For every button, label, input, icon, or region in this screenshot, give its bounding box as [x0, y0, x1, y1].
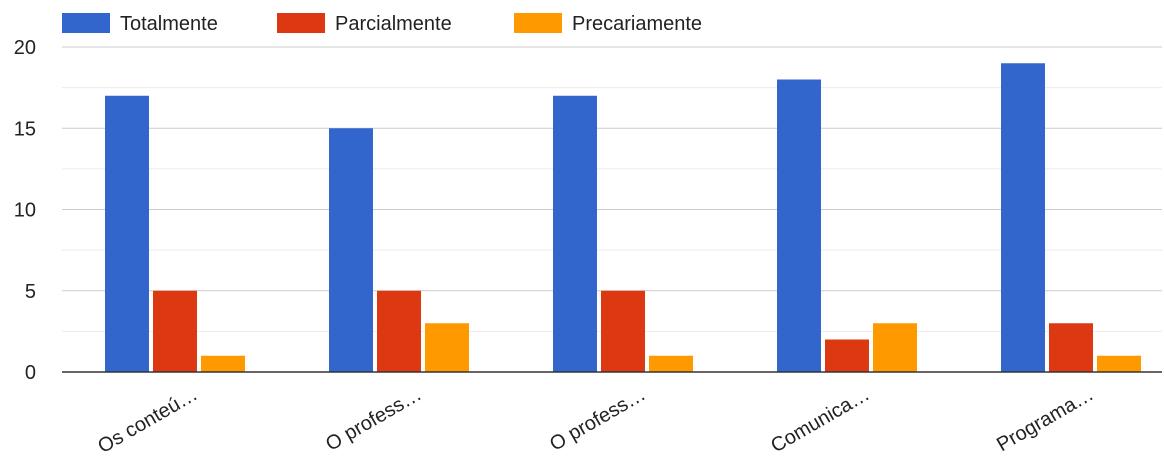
x-category-label: Os conteú… [94, 383, 201, 458]
legend-label: Precariamente [572, 13, 702, 35]
x-axis-labels: Os conteú… O profess… O profess… Comunica… P… [94, 383, 1097, 458]
bars [105, 63, 1141, 372]
legend-label: Parcialmente [335, 13, 452, 35]
legend: Totalmente Parcialmente Precariamente [62, 13, 702, 35]
bar-parcialmente-3 [601, 290, 645, 372]
bar-precariamente-2 [425, 323, 469, 372]
y-tick-label: 10 [14, 200, 36, 222]
bar-precariamente-3 [649, 355, 693, 372]
y-tick-label: 20 [14, 37, 36, 59]
bar-totalmente-5 [1001, 63, 1045, 372]
x-category-label: Programa… [993, 383, 1097, 456]
gridlines [62, 46, 1162, 332]
legend-swatch [62, 13, 110, 33]
y-tick-label: 0 [25, 362, 36, 384]
bar-totalmente-1 [105, 95, 149, 372]
legend-swatch [277, 13, 325, 33]
bar-totalmente-3 [553, 95, 597, 372]
legend-swatch [514, 13, 562, 33]
bar-precariamente-1 [201, 355, 245, 372]
bar-precariamente-5 [1097, 355, 1141, 372]
y-tick-label: 15 [14, 118, 36, 140]
legend-item-precariamente: Precariamente [514, 13, 702, 35]
bar-precariamente-4 [873, 323, 917, 372]
bar-parcialmente-5 [1049, 323, 1093, 372]
x-category-label: O profess… [322, 383, 425, 455]
y-tick-label: 5 [25, 281, 36, 303]
legend-item-parcialmente: Parcialmente [277, 13, 452, 35]
x-category-label: O profess… [546, 383, 649, 455]
bar-parcialmente-2 [377, 290, 421, 372]
bar-parcialmente-4 [825, 339, 869, 372]
legend-item-totalmente: Totalmente [62, 13, 218, 35]
x-category-label: Comunica… [767, 383, 873, 457]
bar-parcialmente-1 [153, 290, 197, 372]
bar-totalmente-4 [777, 79, 821, 372]
y-axis-ticks: 0 5 10 15 20 [14, 37, 36, 384]
legend-label: Totalmente [120, 13, 218, 35]
bar-totalmente-2 [329, 128, 373, 372]
